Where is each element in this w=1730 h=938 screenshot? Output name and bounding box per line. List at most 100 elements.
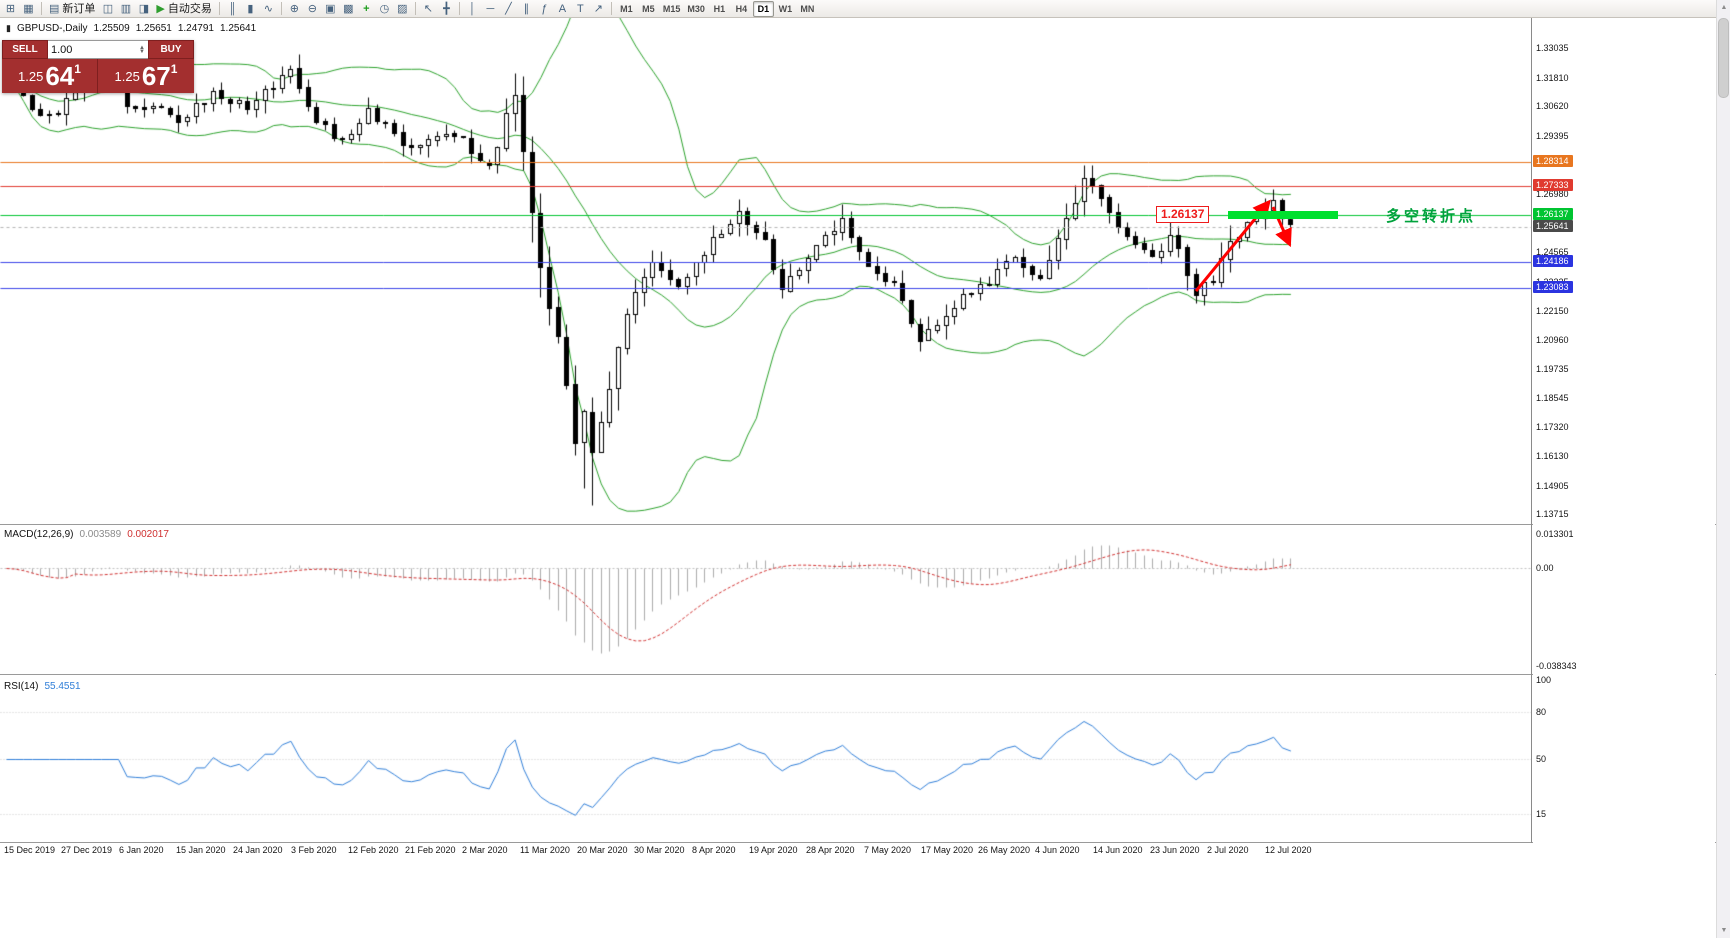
date-tick: 21 Feb 2020 [405,845,456,855]
time-axis[interactable]: 15 Dec 2019 27 Dec 2019 6 Jan 2020 15 Jan 2… [0,843,1716,859]
vertical-line-icon[interactable]: │ [468,2,476,15]
toolbar-separator [41,2,42,15]
cascade-windows-icon[interactable]: ▩ [343,2,354,15]
low-value: 1.24791 [177,23,214,34]
price-tick: 1.19735 [1536,364,1569,374]
date-tick: 20 Mar 2020 [577,845,628,855]
price-level-badge: 1.28314 [1533,155,1573,167]
label-icon[interactable]: T [577,2,584,15]
price-tick: 1.17320 [1536,422,1569,432]
buy-button[interactable]: BUY [148,40,194,59]
text-icon[interactable]: A [558,2,567,15]
date-tick: 12 Feb 2020 [348,845,399,855]
templates-icon[interactable]: ▨ [397,2,408,15]
date-tick: 11 Mar 2020 [520,845,570,855]
price-tick: 1.31810 [1536,73,1569,83]
timeframe-mn-button[interactable]: MN [800,3,815,14]
price-tick: 1.29395 [1536,131,1569,141]
price-tick: 1.13715 [1536,509,1569,519]
navigator-icon[interactable]: ◨ [138,2,150,15]
date-tick: 15 Dec 2019 [4,845,56,855]
price-axis[interactable]: 1.33035 1.31810 1.30620 1.29395 1.26980 1.245… [1533,18,1715,843]
price-level-flag[interactable]: 1.26137 [1156,206,1210,223]
new-order-icon: ▤ [49,2,60,15]
candlestick-chart-icon[interactable]: ▮ [247,2,254,15]
price-level-badge: 1.23083 [1533,281,1573,293]
cursor-icon[interactable]: ↖ [423,2,433,15]
macd-main-value: 0.003589 [79,529,122,540]
key-level-highlight-bar[interactable] [1228,211,1338,219]
timeframe-m1-button[interactable]: M1 [620,3,633,14]
new-order-button[interactable]: ▤ 新订单 [46,1,98,17]
trendline-icon[interactable]: ╱ [505,2,512,15]
zoom-in-icon[interactable]: ⊕ [289,2,299,15]
spinner-up-icon[interactable]: ▲ [139,44,145,51]
date-tick: 15 Jan 2020 [176,845,226,855]
volume-input[interactable]: 1.00 ▲ ▼ [48,40,148,59]
data-window-icon[interactable]: ▥ [120,2,132,15]
zoom-out-icon[interactable]: ⊖ [307,2,317,15]
timeframe-m15-button[interactable]: M15 [662,3,681,14]
rsi-axis-100: 100 [1536,675,1552,685]
toolbar: ⊞ ▦ ▤ 新订单 ◫ ▥ ◨ ▶ 自动交易 ║ ▮ ∿ ⊕ ⊖ ▣ ▩ + ◷ ▨ ↖ ╋ │ ─ ╱ ∥ ƒ A T ↗ M1 M5 M1… [0,0,1730,18]
buy-price-display[interactable]: 1.25 67 1 [98,59,194,93]
turning-point-note: 多空转折点 [1386,208,1477,225]
spinner-down-icon[interactable]: ▼ [139,48,145,55]
crosshair-icon[interactable]: ╋ [443,2,450,15]
timeframe-d1-button[interactable]: D1 [752,0,774,17]
scroll-up-icon[interactable]: ▲ [1720,4,1728,11]
rsi-axis-15: 15 [1536,809,1547,819]
autotrading-button[interactable]: ▶ 自动交易 [153,1,214,17]
charts-icon[interactable]: ◫ [102,2,114,15]
new-chart-icon[interactable]: ⊞ [5,2,16,15]
volume-spinner[interactable]: ▲ ▼ [139,44,145,55]
vertical-scrollbar[interactable]: ▲ ▼ [1716,0,1730,938]
periods-icon[interactable]: ◷ [379,2,390,15]
price-level-badge: 1.27333 [1533,179,1573,191]
toolbar-separator [218,2,220,15]
rsi-title: RSI(14) [4,681,39,692]
timeframe-w1-button[interactable]: W1 [778,3,793,14]
sell-price-display[interactable]: 1.25 64 1 [2,59,98,93]
fibonacci-icon[interactable]: ƒ [541,2,548,15]
date-tick: 3 Feb 2020 [291,845,337,855]
timeframe-m5-button[interactable]: M5 [642,3,655,14]
line-chart-icon[interactable]: ∿ [263,2,273,15]
horizontal-line-icon[interactable]: ─ [486,2,495,15]
symbol-period-label: GBPUSD-,Daily [16,23,88,34]
sell-button[interactable]: SELL [2,40,48,59]
timeframe-m30-button[interactable]: M30 [687,3,705,14]
time-axis-border [0,842,1716,843]
date-tick: 8 Apr 2020 [692,845,736,855]
one-click-trading-panel: SELL 1.00 ▲ ▼ BUY 1.25 64 1 1.25 67 1 [2,40,194,93]
arrows-icon[interactable]: ↗ [593,2,603,15]
scroll-down-icon[interactable]: ▼ [1720,927,1728,934]
toolbar-separator [458,2,460,15]
price-level-badge: 1.24186 [1533,255,1573,267]
price-tick: 1.22150 [1536,306,1569,316]
price-level-badge: 1.25641 [1533,220,1573,232]
autotrading-play-icon: ▶ [156,2,165,15]
tile-windows-icon[interactable]: ▣ [325,2,336,15]
date-tick: 4 Jun 2020 [1035,845,1080,855]
timeframe-h1-button[interactable]: H1 [713,3,726,14]
indicators-icon[interactable]: + [363,2,370,15]
panel-splitter-rsi[interactable] [0,674,1716,675]
panel-splitter-macd[interactable] [0,524,1716,525]
toolbar-separator [280,2,282,15]
rsi-value: 55.4551 [44,681,81,692]
profiles-icon[interactable]: ▦ [23,2,34,15]
price-tick: 1.24565 [1536,247,1569,257]
scrollbar-thumb[interactable] [1718,18,1729,98]
buy-price-big: 67 [141,61,171,91]
rsi-indicator-label: RSI(14) 55.4551 [4,681,81,692]
volume-value: 1.00 [51,43,73,56]
macd-signal-value: 0.002017 [127,529,169,540]
price-chart-canvas[interactable] [0,18,1532,844]
bar-chart-icon[interactable]: ║ [228,2,237,15]
channel-icon[interactable]: ∥ [523,2,530,15]
toolbar-separator [414,2,416,15]
price-tick: 1.18545 [1536,393,1569,403]
timeframe-h4-button[interactable]: H4 [735,3,748,14]
price-tick: 1.20960 [1536,335,1569,345]
